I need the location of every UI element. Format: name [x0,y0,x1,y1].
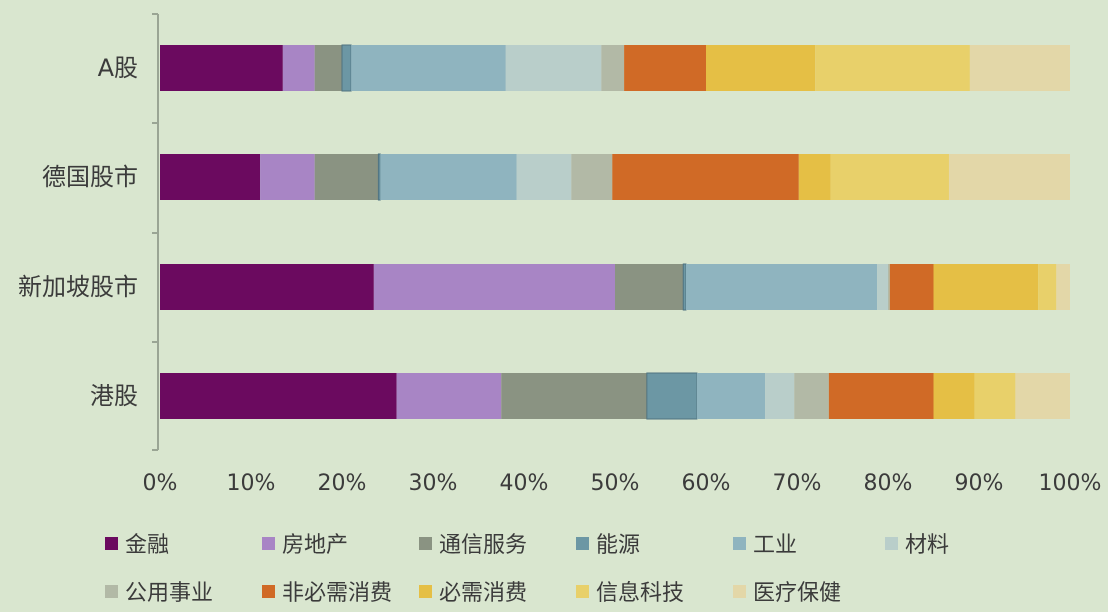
bar-segment-6-0 [601,45,625,91]
bar-segment-5-2 [877,264,888,310]
bar-segment-6-3 [794,373,829,419]
bar-segment-3-3 [646,372,698,420]
legend-swatch [733,585,746,598]
legend-swatch [419,537,432,550]
bar-segment-7-0 [624,45,706,91]
x-tick-label: 100% [1039,471,1102,496]
bar-segment-4-3 [696,373,766,419]
bar-segment-0-1 [160,154,261,200]
bar-segment-3-1 [377,153,381,201]
legend-swatch [576,585,589,598]
x-tick-label: 50% [591,471,640,496]
bar-segment-9-1 [830,154,949,200]
bar-segment-1-1 [260,154,315,200]
bar-segment-2-2 [615,264,684,310]
bar-segment-10-3 [1015,373,1070,419]
legend-swatch [105,537,118,550]
legend-label: 材料 [905,533,949,558]
x-tick-label: 20% [318,471,367,496]
bar-segment-9-2 [1038,264,1057,310]
bar-segment-3-2 [682,263,687,311]
x-tick-labels: 0% 10% 20% 30% 40% 50% 60% 70% 80% 90% 100% [143,471,1102,496]
bar-segment-5-0 [505,45,602,91]
bar-segment-4-0 [351,45,506,91]
legend-swatch [105,585,118,598]
legend-label: 房地产 [282,533,348,558]
x-tick-label: 80% [864,471,913,496]
bar-segment-2-0 [314,45,342,91]
x-tick-label: 30% [409,471,458,496]
legend-label: 信息科技 [596,581,684,606]
x-tick-label: 40% [500,471,549,496]
legend-label: 非必需消费 [282,581,392,606]
legend-swatch [262,537,275,550]
bar-segment-10-1 [948,154,1070,200]
bar-segment-0-2 [160,264,374,310]
bar-segment-8-3 [933,373,975,419]
bar-segment-4-2 [685,264,878,310]
bar-segment-7-3 [828,373,934,419]
legend-label: 金融 [125,533,169,558]
legend-swatch [733,537,746,550]
bar-segment-2-3 [501,373,647,419]
bar-segment-8-1 [798,154,831,200]
bar-segment-10-2 [1056,264,1070,310]
legend-label: 公用事业 [125,581,213,606]
x-tick-label: 70% [773,471,822,496]
bar-segment-4-1 [380,154,517,200]
category-label: A股 [98,54,138,82]
bar-segment-6-1 [571,154,613,200]
bar-segment-8-2 [933,264,1039,310]
bar-segment-0-3 [160,373,397,419]
legend-swatch [419,585,432,598]
bar-segment-1-2 [373,264,615,310]
bar-segment-1-0 [282,45,315,91]
legend-label: 能源 [596,533,640,558]
axes [152,13,159,451]
bar-segment-5-3 [765,373,795,419]
x-tick-label: 10% [227,471,276,496]
legend-label: 医疗保健 [753,581,841,606]
bars [160,44,1070,420]
bar-segment-5-1 [516,154,572,200]
category-label: 新加坡股市 [18,273,138,301]
bar-segment-6-2 [888,264,890,310]
bar-segment-8-0 [706,45,816,91]
bar-segment-10-0 [969,45,1070,91]
legend-label: 必需消费 [439,581,527,606]
bar-segment-3-0 [341,44,352,92]
category-label: 德国股市 [42,163,138,191]
bar-segment-7-2 [889,264,934,310]
legend-label: 通信服务 [439,533,527,558]
bar-segment-2-1 [314,154,379,200]
bar-segment-0-0 [160,45,283,91]
x-tick-label: 60% [682,471,731,496]
bar-segment-1-3 [396,373,502,419]
bar-segment-7-1 [612,154,799,200]
bar-segment-9-0 [815,45,970,91]
x-tick-label: 0% [143,471,178,496]
category-label: 港股 [90,382,138,410]
legend-swatch [262,585,275,598]
legend-swatch [885,537,898,550]
legend-swatch [576,537,589,550]
bar-segment-9-3 [974,373,1016,419]
x-tick-label: 90% [955,471,1004,496]
legend-label: 工业 [753,533,797,558]
